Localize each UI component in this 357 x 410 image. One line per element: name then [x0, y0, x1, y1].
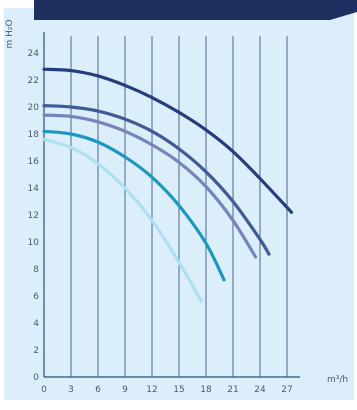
y-tick-label-24: 24: [28, 49, 40, 59]
x-tick-label-3: 3: [68, 385, 74, 395]
y-tick-label-4: 4: [33, 319, 39, 329]
y-tick-label-6: 6: [33, 292, 39, 302]
x-axis-label: m³/h: [327, 375, 348, 385]
y-axis-label: m H₂O: [5, 19, 15, 48]
y-tick-label-22: 22: [28, 76, 39, 86]
y-tick-label-0: 0: [33, 373, 39, 383]
x-tick-label-12: 12: [146, 385, 157, 395]
x-tick-label-21: 21: [227, 385, 238, 395]
x-tick-label-9: 9: [122, 385, 128, 395]
y-tick-label-14: 14: [28, 184, 40, 194]
series-line-3: [42, 113, 258, 259]
y-tick-label-18: 18: [28, 130, 40, 140]
series-line-4: [42, 129, 226, 282]
x-tick-label-6: 6: [95, 385, 101, 395]
x-tick-label-0: 0: [41, 385, 47, 395]
x-tick-label-27: 27: [281, 385, 292, 395]
series-line-5: [42, 137, 204, 303]
y-tick-label-10: 10: [28, 238, 40, 248]
x-tick-label-15: 15: [173, 385, 184, 395]
axes: [43, 32, 300, 378]
y-tick-label-16: 16: [28, 157, 40, 167]
y-tick-label-20: 20: [28, 103, 40, 113]
series-line-2: [42, 104, 271, 256]
series-line-1: [42, 67, 294, 214]
series: [42, 67, 294, 303]
x-tick-label-24: 24: [254, 385, 266, 395]
y-tick-label-2: 2: [33, 346, 39, 356]
y-tick-label-8: 8: [33, 265, 39, 275]
y-tick-label-12: 12: [28, 211, 39, 221]
corner-ribbon: [34, 0, 357, 20]
x-tick-label-18: 18: [200, 385, 212, 395]
grid: [70, 36, 288, 377]
